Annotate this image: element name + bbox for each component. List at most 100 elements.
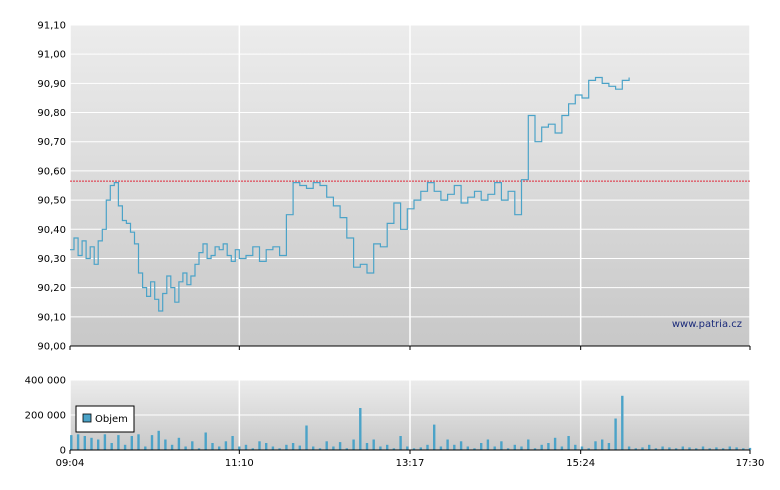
volume-bar <box>90 437 93 451</box>
volume-bar <box>607 443 611 450</box>
volume-bar <box>439 446 443 450</box>
volume-bar <box>70 435 73 450</box>
x-tick-label: 17:30 <box>736 458 765 469</box>
volume-bar <box>150 435 154 450</box>
watermark: www.patria.cz <box>672 319 742 330</box>
volume-bar <box>654 448 658 451</box>
price-y-tick-label: 90,40 <box>37 225 66 236</box>
volume-bar <box>164 439 167 450</box>
volume-bar <box>238 446 241 450</box>
volume-bar <box>231 436 234 450</box>
volume-bar <box>177 437 181 451</box>
volume-bar <box>332 446 335 450</box>
volume-bar <box>527 439 530 450</box>
volume-bar <box>553 437 557 451</box>
price-y-tick-label: 90,60 <box>37 166 66 177</box>
volume-bar <box>278 448 281 451</box>
volume-bar <box>211 443 214 450</box>
volume-bar <box>453 444 456 451</box>
volume-bar <box>312 446 315 450</box>
volume-bar <box>318 448 322 451</box>
volume-bar <box>486 439 490 450</box>
volume-bar <box>117 435 120 450</box>
volume-bar <box>695 448 698 451</box>
volume-y-tick-label: 200 000 <box>25 411 66 422</box>
volume-bar <box>352 439 355 450</box>
volume-bar <box>500 441 503 451</box>
volume-bar <box>480 443 483 450</box>
volume-x-axis: 09:04 11:10 13:17 15:24 17:30 <box>56 450 765 469</box>
volume-bar <box>123 444 127 451</box>
volume-bar <box>574 444 577 451</box>
price-grid <box>69 24 751 347</box>
volume-bar <box>587 448 590 451</box>
volume-bar <box>265 443 268 450</box>
volume-bar <box>742 448 745 451</box>
volume-bar <box>688 447 691 450</box>
volume-bar <box>103 434 107 451</box>
volume-bar <box>97 439 100 450</box>
volume-bar <box>191 441 194 451</box>
volume-bar <box>668 447 671 450</box>
volume-bar <box>130 436 133 450</box>
volume-bar <box>345 448 348 451</box>
volume-bar <box>204 432 207 450</box>
price-y-tick-label: 91,10 <box>37 21 66 32</box>
price-y-tick-label: 90,20 <box>37 283 66 294</box>
x-tick-label: 15:24 <box>566 458 595 469</box>
price-y-tick-label: 90,10 <box>37 312 66 323</box>
volume-bar <box>251 448 254 451</box>
volume-bar <box>271 446 275 450</box>
volume-bar <box>594 441 597 451</box>
volume-bar <box>433 424 436 450</box>
volume-bar <box>473 448 476 451</box>
volume-bar <box>379 446 382 450</box>
volume-bar <box>392 448 396 451</box>
volume-bar <box>110 443 113 450</box>
volume-bar <box>621 395 624 451</box>
volume-bar <box>533 448 537 451</box>
volume-bar <box>419 447 422 450</box>
price-y-tick-label: 90,30 <box>37 254 66 265</box>
volume-bar <box>412 448 416 451</box>
price-y-tick-label: 90,70 <box>37 137 66 148</box>
volume-bar <box>601 439 604 450</box>
volume-bar <box>144 446 147 450</box>
volume-bar <box>674 448 678 451</box>
volume-bar <box>338 442 342 450</box>
legend-swatch <box>82 413 92 423</box>
volume-bar <box>197 448 201 451</box>
x-tick-label: 11:10 <box>225 458 254 469</box>
volume-y-tick-label: 400 000 <box>25 376 66 387</box>
volume-bar <box>748 447 752 450</box>
volume-bar <box>560 446 564 450</box>
volume-bar <box>627 446 631 450</box>
volume-bar <box>540 444 543 451</box>
volume-bar <box>291 443 295 450</box>
volume-bar <box>520 446 523 450</box>
volume-bar <box>493 446 496 450</box>
x-tick-label: 09:04 <box>56 458 85 469</box>
volume-bar <box>721 448 725 451</box>
volume-legend: Objem <box>75 405 135 433</box>
volume-bar <box>76 434 80 451</box>
price-y-tick-label: 90,00 <box>37 342 66 353</box>
volume-bar <box>506 448 510 451</box>
volume-bar <box>365 443 369 450</box>
legend-label: Objem <box>95 414 128 425</box>
volume-bar <box>634 448 637 451</box>
volume-bar <box>580 446 584 450</box>
volume-bar <box>386 444 389 451</box>
volume-bar <box>426 444 429 451</box>
volume-bar <box>701 446 705 450</box>
volume-bar <box>406 446 409 450</box>
volume-bar <box>715 447 718 450</box>
price-y-tick-label: 90,50 <box>37 196 66 207</box>
volume-bar <box>466 446 469 450</box>
volume-bar <box>218 446 221 450</box>
volume-y-axis: 0 200 000 400 000 <box>25 376 66 457</box>
volume-bar <box>359 408 362 450</box>
volume-bar <box>614 418 617 450</box>
price-y-tick-label: 90,90 <box>37 79 66 90</box>
